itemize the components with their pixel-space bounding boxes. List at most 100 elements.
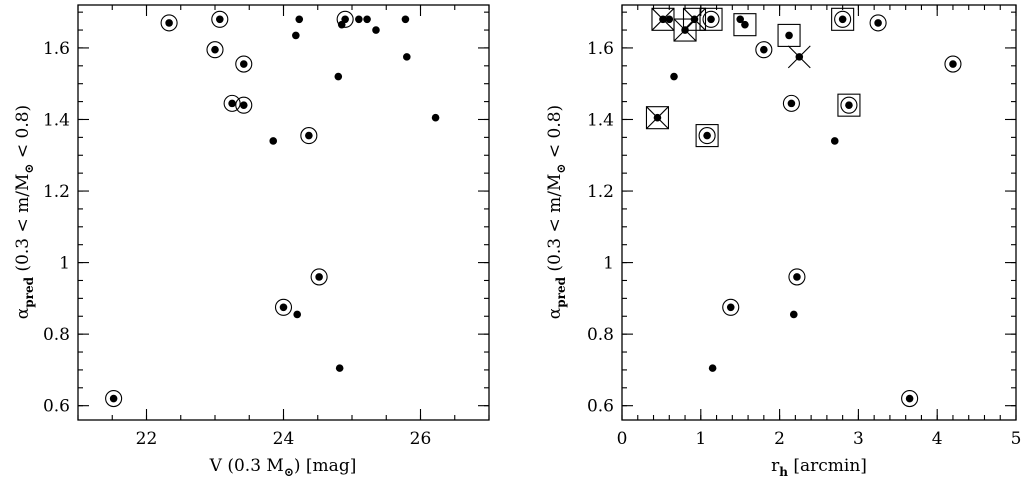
point-dot	[403, 53, 411, 61]
y-tick-label: 1.4	[587, 110, 614, 130]
point-dot	[874, 19, 882, 27]
right-y-axis-label-group: αpred (0.3 < m/M⊙ < 0.8)	[545, 105, 568, 319]
y-tick-label: 1	[59, 254, 70, 274]
data-point	[403, 53, 411, 61]
y-tick-label: 0.6	[587, 397, 614, 417]
x-tick-label: 1	[695, 429, 706, 449]
left-scatter-panel: 22 24 260.60.811.21.41.6 V (0.3 M⊙) [mag] …	[13, 4, 490, 479]
point-dot	[949, 60, 957, 68]
point-dot	[670, 72, 678, 81]
data-point	[105, 389, 123, 408]
y-tick-label: 0.8	[587, 325, 614, 345]
point-ring	[901, 389, 919, 408]
point-dot	[845, 101, 853, 109]
y-tick-label: 1.6	[587, 39, 614, 59]
point-dot	[363, 15, 371, 24]
left-tick-labels: 22 24 26 0.6 0.8 1 1.2 1.4 1.6	[43, 39, 431, 449]
point-dot	[741, 20, 749, 29]
data-point	[670, 72, 678, 81]
point-dot	[736, 15, 744, 24]
left-ticks	[77, 5, 490, 420]
data-point	[293, 310, 302, 319]
point-dot	[315, 273, 323, 281]
point-ring	[834, 10, 852, 28]
point-dot	[431, 113, 440, 122]
left-points	[105, 10, 440, 408]
y-tick-label: 1.2	[587, 182, 614, 202]
left-x-axis-label: V (0.3 M⊙) [mag]	[209, 456, 357, 479]
point-dot	[760, 45, 768, 54]
data-point	[300, 127, 318, 145]
point-square	[699, 7, 723, 31]
point-dot	[109, 394, 118, 403]
data-point	[431, 113, 440, 122]
point-dot	[707, 15, 715, 24]
left-y-axis-label-group: αpred (0.3 < m/M⊙ < 0.8)	[13, 105, 36, 319]
y-tick-label: 0.8	[43, 325, 70, 345]
point-dot	[795, 53, 804, 61]
data-point	[223, 94, 241, 112]
x-tick-label: 22	[136, 429, 158, 449]
data-point	[777, 23, 801, 47]
x-tick-label: 24	[273, 429, 295, 449]
right-ticks	[621, 5, 1017, 420]
point-square	[682, 7, 707, 31]
right-points	[645, 7, 962, 408]
point-ring	[211, 10, 229, 28]
data-point	[830, 137, 839, 145]
point-dot	[726, 303, 735, 312]
data-point	[355, 15, 363, 24]
point-dot	[335, 364, 344, 372]
data-point	[869, 14, 887, 32]
data-point	[787, 45, 811, 69]
data-point	[944, 55, 962, 73]
point-dot	[305, 131, 313, 140]
point-ring	[310, 268, 328, 286]
x-tick-label: 0	[617, 429, 628, 449]
data-point	[682, 7, 707, 31]
point-dot	[292, 31, 300, 40]
data-point	[292, 31, 300, 40]
point-ring	[235, 55, 253, 73]
left-plot-frame	[77, 4, 490, 421]
y-tick-label: 1	[603, 254, 614, 274]
data-point	[789, 310, 798, 319]
point-dot	[708, 364, 717, 372]
data-point	[831, 7, 855, 31]
data-point	[160, 14, 178, 32]
data-point	[363, 15, 371, 24]
x-tick-label: 2	[774, 429, 785, 449]
point-dot	[355, 15, 363, 24]
right-plot-frame	[621, 4, 1017, 421]
data-point	[295, 15, 304, 24]
point-dot	[703, 131, 711, 140]
point-dot	[334, 72, 343, 81]
data-point	[211, 10, 229, 28]
point-ring	[698, 127, 716, 145]
point-dot	[295, 15, 304, 24]
data-point	[235, 55, 253, 73]
point-dot	[787, 99, 796, 108]
data-point	[901, 389, 919, 408]
x-tick-label: 4	[932, 429, 943, 449]
x-tick-label: 26	[410, 429, 432, 449]
point-dot	[665, 15, 674, 24]
point-ring	[944, 55, 962, 73]
point-dot	[341, 15, 349, 24]
data-point	[274, 298, 293, 316]
data-point	[269, 137, 278, 145]
point-dot	[279, 303, 288, 312]
data-point	[235, 96, 253, 114]
data-point	[733, 13, 757, 37]
data-point	[788, 268, 806, 286]
point-dot	[293, 310, 302, 319]
point-dot	[239, 101, 248, 109]
left-y-axis-label: αpred (0.3 < m/M⊙ < 0.8)	[13, 105, 36, 319]
point-dot	[401, 15, 410, 24]
data-point	[645, 106, 670, 130]
point-ring	[722, 298, 740, 316]
point-ring	[840, 96, 858, 114]
point-dot	[269, 137, 278, 145]
point-dot	[239, 60, 248, 68]
